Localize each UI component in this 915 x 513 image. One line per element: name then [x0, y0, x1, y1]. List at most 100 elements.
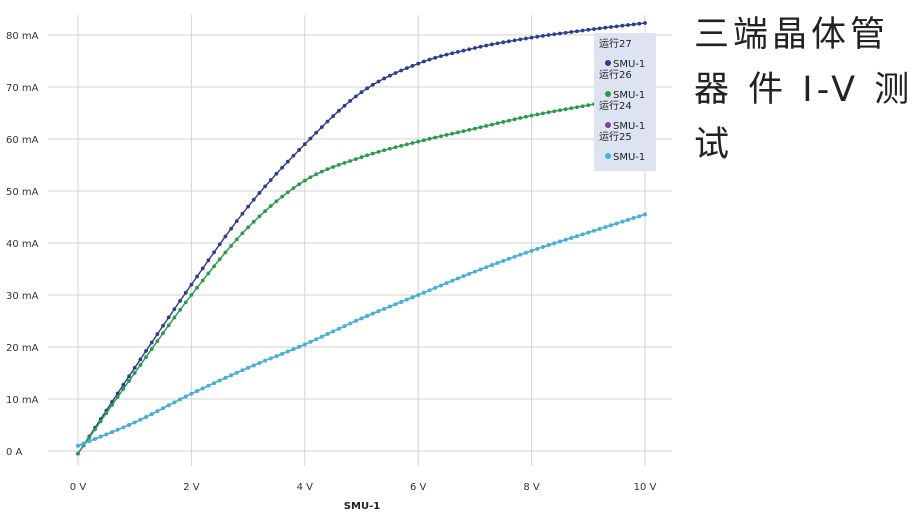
series-point	[535, 34, 540, 39]
series-point	[444, 52, 449, 57]
series-point	[268, 356, 273, 361]
series-point	[461, 274, 466, 279]
series-point	[348, 321, 353, 326]
series-point	[172, 315, 177, 320]
series-point	[115, 427, 120, 432]
series-point	[450, 278, 455, 283]
series-point	[410, 141, 415, 145]
series-point	[302, 178, 307, 183]
series-point	[461, 129, 466, 134]
series-point	[127, 379, 131, 383]
series-point	[614, 24, 619, 29]
series-point	[382, 306, 387, 311]
series-point	[144, 415, 148, 419]
series-point	[575, 234, 579, 239]
series-point	[524, 114, 528, 119]
y-tick-label: 40 mA	[6, 239, 39, 250]
series-point	[478, 44, 483, 49]
series-point	[331, 329, 336, 334]
series-运行26	[76, 92, 647, 456]
series-point	[370, 82, 375, 87]
series-point	[461, 48, 466, 53]
series-point	[631, 216, 636, 220]
series-point	[370, 311, 375, 316]
series-point	[268, 178, 273, 182]
series-point	[110, 430, 114, 435]
series-point	[580, 104, 585, 109]
series-point	[410, 63, 415, 68]
series-point	[490, 263, 494, 267]
series-point	[178, 307, 182, 312]
iv-chart: 0 V 2 V 4 V 6 V 8 V 10 V 0 A 10 mA 20 mA 30 mA 40…	[6, 15, 672, 512]
series-point	[149, 412, 154, 417]
series-point	[155, 339, 160, 344]
legend-box	[594, 33, 656, 171]
series-point	[229, 243, 233, 248]
series-point	[206, 271, 211, 276]
series-point	[257, 361, 262, 365]
series-point	[620, 23, 625, 28]
series-point	[212, 250, 216, 255]
series-point	[280, 351, 285, 356]
series-point	[200, 386, 205, 391]
series-point	[268, 204, 273, 208]
y-tick-label: 60 mA	[6, 135, 39, 146]
series-point	[342, 324, 347, 328]
series-point	[450, 51, 455, 56]
series-point	[512, 117, 517, 122]
series-point	[172, 400, 177, 405]
series-point	[195, 389, 199, 393]
series-point	[138, 363, 143, 367]
series-point	[427, 288, 432, 293]
series-point	[319, 334, 324, 339]
series-point	[359, 155, 364, 160]
series-point	[206, 383, 211, 388]
series-point	[331, 114, 336, 118]
series-point	[546, 243, 551, 248]
series-point	[195, 285, 199, 290]
series-point	[597, 227, 602, 231]
series-line	[77, 22, 646, 454]
series-point	[535, 246, 540, 251]
series-line	[77, 213, 646, 447]
series-point	[421, 59, 426, 64]
series-point	[359, 90, 364, 95]
legend-marker	[605, 122, 611, 128]
x-axis-ticks: 0 V 2 V 4 V 6 V 8 V 10 V	[70, 482, 657, 493]
series-point	[558, 239, 562, 244]
series-point	[166, 323, 171, 328]
series-point	[314, 130, 319, 135]
series-point	[308, 136, 313, 141]
slide-title: 三端晶体管 器 件 I-V 测试	[694, 15, 914, 165]
series-point	[586, 27, 591, 32]
series-point	[280, 165, 285, 170]
series-point	[524, 36, 528, 41]
series-point	[433, 55, 438, 60]
series-point	[342, 103, 347, 108]
series-point	[365, 314, 370, 318]
series-point	[569, 236, 574, 240]
series-point	[98, 434, 103, 439]
series-point	[444, 133, 449, 137]
series-point	[144, 355, 148, 359]
legend-marker	[605, 60, 611, 66]
series-point	[274, 171, 279, 176]
series-point	[217, 257, 222, 262]
series-point	[404, 142, 409, 147]
series-point	[115, 391, 120, 396]
x-tick-label: 0 V	[70, 482, 87, 493]
series-point	[365, 153, 370, 158]
series-point	[200, 278, 205, 283]
series-point	[535, 112, 540, 117]
series-point	[166, 315, 171, 320]
series-point	[285, 159, 290, 164]
series-point	[348, 159, 353, 163]
series-point	[223, 375, 228, 380]
x-tick-label: 2 V	[183, 482, 200, 493]
series-point	[603, 225, 608, 230]
series-point	[87, 439, 92, 444]
series-point	[455, 130, 460, 135]
series-point	[127, 374, 131, 379]
series-point	[132, 365, 137, 370]
series-point	[609, 223, 613, 228]
